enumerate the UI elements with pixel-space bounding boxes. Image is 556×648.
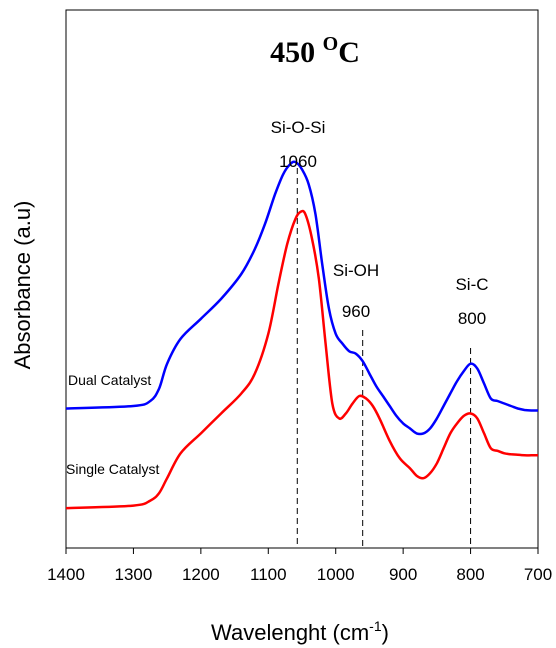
x-tick-label: 1400 [47,565,85,584]
si-o-si-wavenumber-label: 1060 [279,152,317,171]
x-tick-label: 900 [389,565,417,584]
series-line-dual-catalyst [65,160,539,436]
si-c-label: Si-C [455,275,488,294]
plot-area [65,9,539,549]
series-label-single-catalyst: Single Catalyst [66,461,159,477]
peak-guide-lines [296,168,472,548]
plot-frame [65,9,539,549]
x-tick-label: 1100 [250,565,287,584]
x-tick-label: 700 [524,565,552,584]
series-labels: Dual Catalyst Single Catalyst [66,372,159,477]
x-axis-label: Wavelenght (cm-1) [211,618,389,645]
x-tick-label: 1200 [182,565,220,584]
si-o-si-label: Si-O-Si [271,118,326,137]
series-label-dual-catalyst: Dual Catalyst [68,372,151,388]
x-tick-label: 1000 [317,565,355,584]
si-c-wavenumber-label: 800 [458,309,486,328]
y-axis-label: Absorbance (a.u) [10,201,35,370]
si-oh-wavenumber-label: 960 [342,302,370,321]
chart-title: 450 OC [270,33,360,69]
x-axis-ticks: 1400 1300 1200 1100 1000 900 800 700 [47,548,552,584]
series-layer [65,160,539,510]
series-line-single-catalyst [65,209,538,510]
si-oh-label: Si-OH [333,261,379,280]
x-tick-label: 800 [456,565,484,584]
x-tick-label: 1300 [115,565,153,584]
peak-annotations: Si-O-Si 1060 Si-OH 960 Si-C 800 [271,118,489,328]
